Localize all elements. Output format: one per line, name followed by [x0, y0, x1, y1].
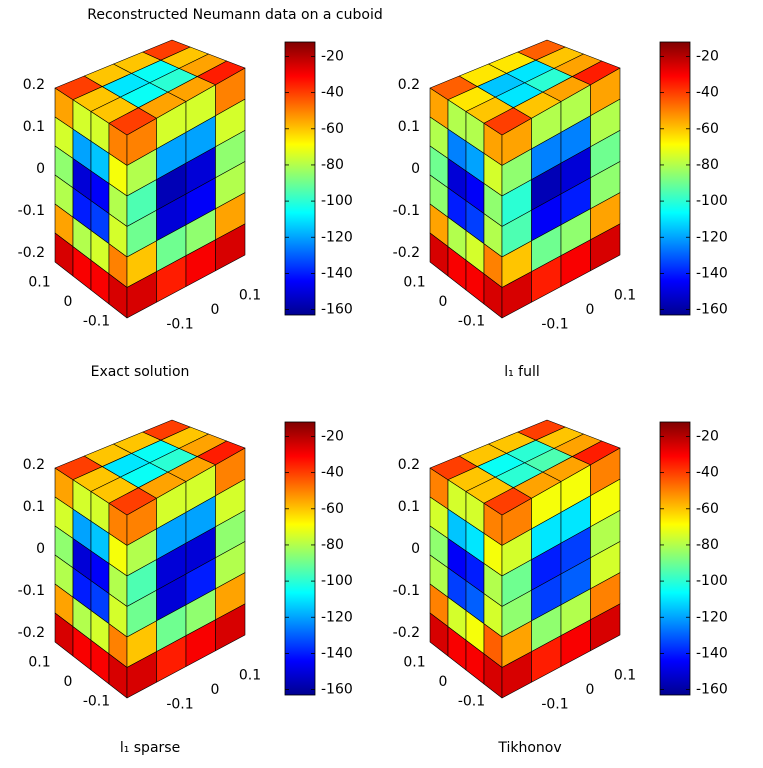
y-tick-label: 0.1: [239, 288, 261, 304]
z-tick-label: 0.2: [398, 457, 420, 473]
colorbar-tick-label: -100: [696, 573, 728, 589]
z-tick-label: -0.1: [393, 203, 420, 219]
colorbar-tick-label: -140: [321, 265, 353, 281]
colorbar-tick-label: -20: [696, 428, 719, 444]
colorbar-tick-label: -80: [321, 157, 344, 173]
x-tick-label: 0.1: [403, 275, 425, 291]
y-tick-label: 0.1: [614, 668, 636, 684]
z-tick-label: -0.2: [18, 625, 45, 641]
colorbar-tick-label: -100: [321, 193, 353, 209]
colorbar-tick-label: -120: [696, 229, 728, 245]
panel-title: Tikhonov: [497, 740, 561, 756]
colorbar-tick-label: -160: [321, 682, 353, 698]
z-tick-label: -0.1: [393, 583, 420, 599]
y-tick-label: 0: [586, 302, 595, 318]
colorbar-tick-label: -60: [321, 121, 344, 137]
surface-cell: [572, 60, 621, 86]
x-tick-label: -0.1: [458, 314, 485, 330]
y-tick-label: 0.1: [614, 288, 636, 304]
z-tick-label: 0.1: [23, 119, 45, 135]
figure-title: Reconstructed Neumann data on a cuboid: [87, 7, 382, 23]
colorbar-tick-label: -20: [321, 428, 344, 444]
surface-cell: [197, 440, 246, 466]
z-tick-label: 0: [411, 161, 420, 177]
z-tick-label: 0.2: [23, 77, 45, 93]
y-tick-label: -0.1: [166, 697, 193, 713]
colorbar-tick-label: -120: [696, 609, 728, 625]
colorbar-tick-label: -80: [321, 537, 344, 553]
surface-cell: [215, 223, 246, 272]
colorbar-tick-label: -160: [321, 302, 353, 318]
colorbar: [284, 41, 316, 316]
y-tick-label: 0: [586, 682, 595, 698]
z-tick-label: 0.1: [23, 499, 45, 515]
z-tick-label: 0.1: [398, 499, 420, 515]
x-tick-label: -0.1: [83, 694, 110, 710]
z-tick-label: -0.1: [18, 203, 45, 219]
colorbar-tick-label: -140: [321, 645, 353, 661]
z-tick-label: 0: [36, 541, 45, 557]
y-tick-label: 0.1: [239, 668, 261, 684]
y-tick-label: -0.1: [541, 697, 568, 713]
x-tick-label: 0.1: [28, 655, 50, 671]
colorbar-tick-label: -120: [321, 229, 353, 245]
colorbar: [659, 421, 691, 696]
colorbar-tick-label: -40: [321, 465, 344, 481]
z-tick-label: 0.1: [398, 119, 420, 135]
colorbar-tick-label: -40: [696, 85, 719, 101]
x-tick-label: 0.1: [403, 655, 425, 671]
surface-cell: [197, 60, 246, 86]
y-tick-label: -0.1: [541, 317, 568, 333]
z-tick-label: -0.1: [18, 583, 45, 599]
colorbar-tick-label: -20: [321, 48, 344, 64]
colorbar-tick-label: -60: [696, 121, 719, 137]
colorbar-tick-label: -60: [321, 501, 344, 517]
surface-cell: [590, 223, 621, 272]
colorbar-tick-label: -40: [696, 465, 719, 481]
y-tick-label: 0: [211, 682, 220, 698]
colorbar-tick-label: -140: [696, 265, 728, 281]
colorbar-tick-label: -60: [696, 501, 719, 517]
z-tick-label: 0.2: [23, 457, 45, 473]
z-tick-label: -0.2: [393, 245, 420, 261]
colorbar-tick-label: -40: [321, 85, 344, 101]
colorbar-tick-label: -80: [696, 157, 719, 173]
x-tick-label: 0: [64, 674, 73, 690]
surface-cell: [590, 603, 621, 652]
surface-cell: [215, 603, 246, 652]
panel-title: Exact solution: [91, 364, 190, 380]
colorbar: [659, 41, 691, 316]
colorbar-tick-label: -140: [696, 645, 728, 661]
x-tick-label: 0.1: [28, 275, 50, 291]
colorbar-tick-label: -100: [696, 193, 728, 209]
colorbar-tick-label: -100: [321, 573, 353, 589]
colorbar-tick-label: -160: [696, 682, 728, 698]
colorbar: [284, 421, 316, 696]
panel-title: l₁ full: [504, 364, 540, 380]
z-tick-label: -0.2: [393, 625, 420, 641]
z-tick-label: 0: [36, 161, 45, 177]
x-tick-label: 0: [439, 294, 448, 310]
z-tick-label: 0.2: [398, 77, 420, 93]
z-tick-label: 0: [411, 541, 420, 557]
x-tick-label: -0.1: [83, 314, 110, 330]
colorbar-tick-label: -80: [696, 537, 719, 553]
colorbar-tick-label: -160: [696, 302, 728, 318]
surface-cell: [572, 440, 621, 466]
x-tick-label: 0: [439, 674, 448, 690]
x-tick-label: -0.1: [458, 694, 485, 710]
panel-title: l₁ sparse: [120, 740, 180, 756]
y-tick-label: 0: [211, 302, 220, 318]
y-tick-label: -0.1: [166, 317, 193, 333]
z-tick-label: -0.2: [18, 245, 45, 261]
colorbar-tick-label: -120: [321, 609, 353, 625]
colorbar-tick-label: -20: [696, 48, 719, 64]
x-tick-label: 0: [64, 294, 73, 310]
